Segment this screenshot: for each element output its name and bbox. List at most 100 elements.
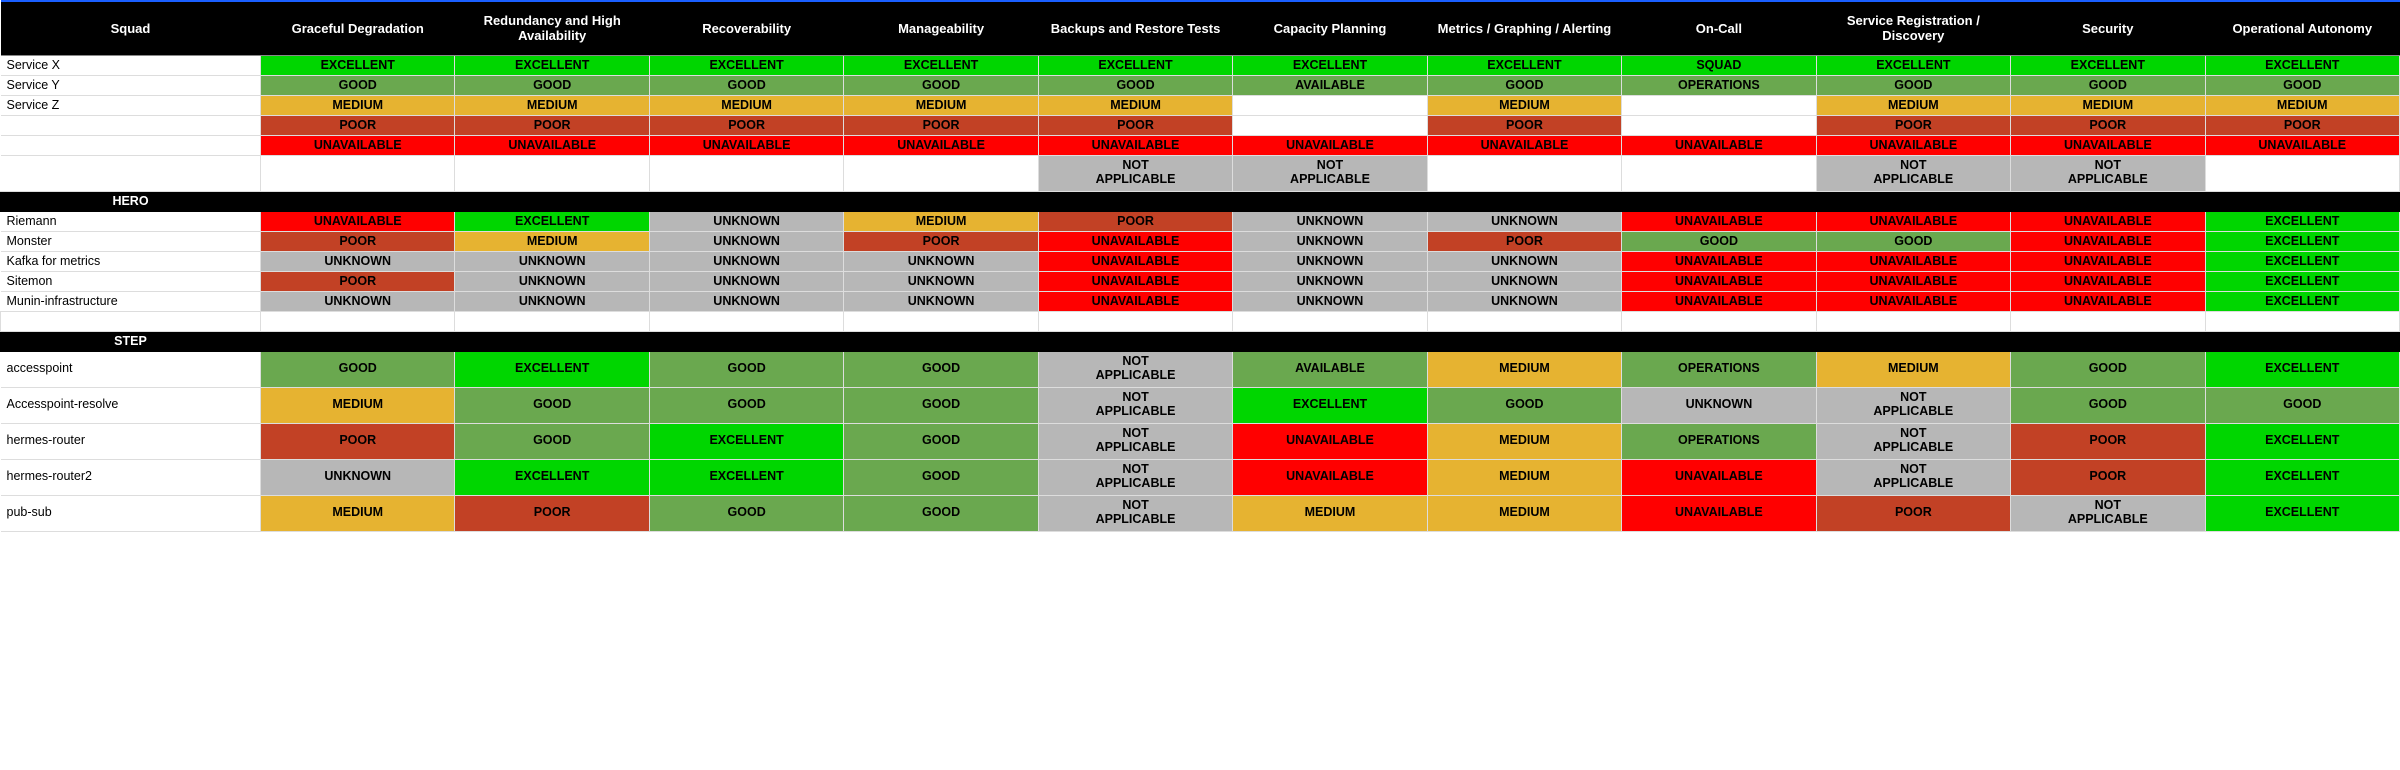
status-cell[interactable]: GOOD <box>2011 351 2205 387</box>
status-cell[interactable]: MEDIUM <box>1816 351 2010 387</box>
status-cell[interactable]: UNAVAILABLE <box>2011 291 2205 311</box>
status-cell[interactable]: EXCELLENT <box>2205 251 2399 271</box>
status-cell[interactable]: EXCELLENT <box>1427 55 1621 75</box>
status-cell[interactable]: UNKNOWN <box>261 251 455 271</box>
status-cell[interactable]: UNKNOWN <box>1233 251 1427 271</box>
status-cell[interactable]: UNKNOWN <box>649 231 843 251</box>
status-cell[interactable] <box>649 155 843 191</box>
status-cell[interactable]: EXCELLENT <box>2205 351 2399 387</box>
status-cell[interactable]: GOOD <box>649 75 843 95</box>
status-cell[interactable]: MEDIUM <box>649 95 843 115</box>
status-cell[interactable]: GOOD <box>844 351 1038 387</box>
status-cell[interactable]: UNAVAILABLE <box>1038 291 1232 311</box>
status-cell[interactable] <box>1427 155 1621 191</box>
status-cell[interactable]: MEDIUM <box>455 231 649 251</box>
status-cell[interactable]: UNAVAILABLE <box>261 135 455 155</box>
status-cell[interactable]: GOOD <box>2011 387 2205 423</box>
status-cell[interactable]: GOOD <box>844 423 1038 459</box>
status-cell[interactable] <box>2205 155 2399 191</box>
status-cell[interactable]: UNAVAILABLE <box>649 135 843 155</box>
status-cell[interactable]: EXCELLENT <box>1233 387 1427 423</box>
status-cell[interactable]: GOOD <box>1038 75 1232 95</box>
status-cell[interactable]: EXCELLENT <box>649 55 843 75</box>
status-cell[interactable]: UNAVAILABLE <box>1622 135 1816 155</box>
status-cell[interactable]: MEDIUM <box>1427 95 1621 115</box>
status-cell[interactable]: UNKNOWN <box>1233 231 1427 251</box>
status-cell[interactable]: GOOD <box>261 351 455 387</box>
status-cell[interactable]: POOR <box>2205 115 2399 135</box>
status-cell[interactable]: UNKNOWN <box>455 251 649 271</box>
status-cell[interactable]: NOTAPPLICABLE <box>1816 459 2010 495</box>
status-cell[interactable] <box>1233 115 1427 135</box>
status-cell[interactable]: OPERATIONS <box>1622 351 1816 387</box>
status-cell[interactable]: MEDIUM <box>261 495 455 531</box>
status-cell[interactable]: POOR <box>1038 115 1232 135</box>
status-cell[interactable]: UNAVAILABLE <box>1038 251 1232 271</box>
status-cell[interactable]: UNAVAILABLE <box>844 135 1038 155</box>
status-cell[interactable] <box>455 155 649 191</box>
status-cell[interactable]: GOOD <box>649 351 843 387</box>
status-cell[interactable]: EXCELLENT <box>2205 423 2399 459</box>
status-cell[interactable]: MEDIUM <box>1427 459 1621 495</box>
status-cell[interactable]: UNKNOWN <box>649 291 843 311</box>
status-cell[interactable]: UNAVAILABLE <box>1816 135 2010 155</box>
status-cell[interactable]: POOR <box>455 115 649 135</box>
status-cell[interactable]: UNKNOWN <box>1427 251 1621 271</box>
status-cell[interactable]: NOTAPPLICABLE <box>2011 495 2205 531</box>
status-cell[interactable]: EXCELLENT <box>649 459 843 495</box>
status-cell[interactable]: UNAVAILABLE <box>1816 271 2010 291</box>
status-cell[interactable]: UNKNOWN <box>649 211 843 231</box>
status-cell[interactable]: UNKNOWN <box>1427 271 1621 291</box>
status-cell[interactable]: GOOD <box>455 75 649 95</box>
status-cell[interactable]: UNKNOWN <box>1427 291 1621 311</box>
status-cell[interactable]: NOTAPPLICABLE <box>1038 423 1232 459</box>
status-cell[interactable]: GOOD <box>455 423 649 459</box>
status-cell[interactable]: GOOD <box>1816 75 2010 95</box>
status-cell[interactable]: EXCELLENT <box>2205 459 2399 495</box>
status-cell[interactable]: UNAVAILABLE <box>1038 231 1232 251</box>
status-cell[interactable]: UNKNOWN <box>455 271 649 291</box>
status-cell[interactable]: NOTAPPLICABLE <box>1038 155 1232 191</box>
status-cell[interactable]: GOOD <box>649 495 843 531</box>
status-cell[interactable]: AVAILABLE <box>1233 75 1427 95</box>
status-cell[interactable]: GOOD <box>1427 75 1621 95</box>
status-cell[interactable]: NOTAPPLICABLE <box>1038 459 1232 495</box>
status-cell[interactable]: EXCELLENT <box>2205 271 2399 291</box>
status-cell[interactable]: UNKNOWN <box>1427 211 1621 231</box>
status-cell[interactable]: POOR <box>844 115 1038 135</box>
status-cell[interactable]: UNAVAILABLE <box>1233 423 1427 459</box>
status-cell[interactable]: POOR <box>261 423 455 459</box>
status-cell[interactable]: MEDIUM <box>455 95 649 115</box>
status-cell[interactable]: NOTAPPLICABLE <box>1233 155 1427 191</box>
status-cell[interactable]: UNAVAILABLE <box>1816 291 2010 311</box>
status-cell[interactable]: GOOD <box>2205 387 2399 423</box>
status-cell[interactable]: UNAVAILABLE <box>2011 231 2205 251</box>
status-cell[interactable]: MEDIUM <box>2205 95 2399 115</box>
status-cell[interactable]: UNAVAILABLE <box>1622 271 1816 291</box>
status-cell[interactable]: UNAVAILABLE <box>2011 211 2205 231</box>
status-cell[interactable]: EXCELLENT <box>455 211 649 231</box>
status-cell[interactable]: UNAVAILABLE <box>1816 251 2010 271</box>
status-cell[interactable]: NOTAPPLICABLE <box>2011 155 2205 191</box>
status-cell[interactable]: POOR <box>1427 231 1621 251</box>
status-cell[interactable]: UNKNOWN <box>1233 271 1427 291</box>
status-cell[interactable]: UNKNOWN <box>261 291 455 311</box>
status-cell[interactable]: NOTAPPLICABLE <box>1816 387 2010 423</box>
status-cell[interactable]: GOOD <box>1622 231 1816 251</box>
status-cell[interactable]: EXCELLENT <box>1038 55 1232 75</box>
status-cell[interactable]: MEDIUM <box>1233 495 1427 531</box>
status-cell[interactable]: NOTAPPLICABLE <box>1038 387 1232 423</box>
status-cell[interactable]: UNAVAILABLE <box>1038 271 1232 291</box>
status-cell[interactable]: UNAVAILABLE <box>2205 135 2399 155</box>
status-cell[interactable]: POOR <box>2011 115 2205 135</box>
status-cell[interactable]: EXCELLENT <box>261 55 455 75</box>
status-cell[interactable]: EXCELLENT <box>2011 55 2205 75</box>
status-cell[interactable]: EXCELLENT <box>649 423 843 459</box>
status-cell[interactable]: NOTAPPLICABLE <box>1038 495 1232 531</box>
status-cell[interactable]: EXCELLENT <box>1816 55 2010 75</box>
status-cell[interactable]: UNAVAILABLE <box>2011 251 2205 271</box>
status-cell[interactable]: EXCELLENT <box>455 55 649 75</box>
status-cell[interactable]: MEDIUM <box>844 95 1038 115</box>
status-cell[interactable]: POOR <box>1038 211 1232 231</box>
status-cell[interactable]: GOOD <box>844 495 1038 531</box>
